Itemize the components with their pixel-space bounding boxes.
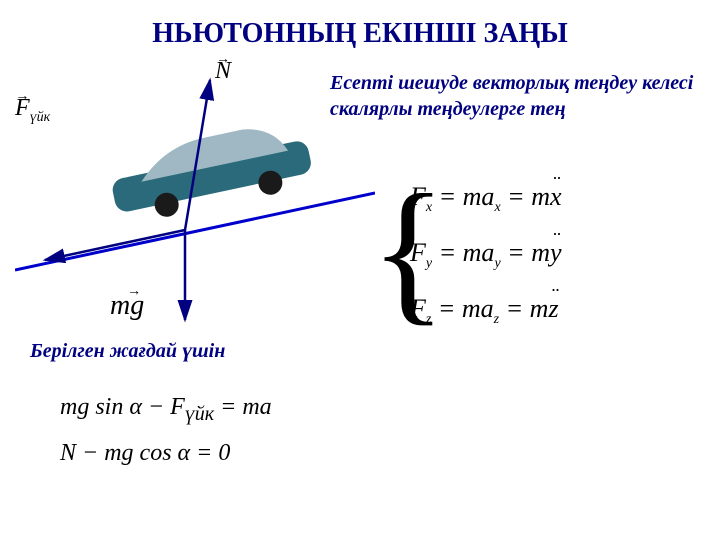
diagram-svg [15, 60, 375, 330]
equation-row: Fx = max = mx [410, 182, 700, 216]
car-icon [106, 117, 316, 227]
label-friction: → F үйк [15, 95, 50, 126]
scalar-equation: mg sin α − Fүйк = ma [60, 394, 272, 426]
case-label: Берілген жағдай үшін [30, 340, 225, 363]
scalar-equation: N − mg cos α = 0 [60, 440, 272, 467]
subtitle-text: Есепті шешуде векторлық теңдеу келесі ск… [330, 70, 700, 122]
label-normal: → N [215, 58, 231, 85]
incline-diagram: → F үйк → N → mg [15, 60, 375, 330]
equation-row: Fz = maz = mz [410, 294, 700, 328]
page-title: НЬЮТОННЫҢ ЕКІНШІ ЗАҢЫ [0, 18, 720, 50]
friction-sub: үйк [30, 110, 51, 125]
incline-line [15, 193, 375, 270]
equation-system: { Fx = max = mxFy = may = myFz = maz = m… [370, 160, 700, 351]
label-gravity: → mg [110, 290, 144, 322]
equation-row: Fy = may = my [410, 238, 700, 272]
vector-friction [45, 230, 185, 260]
scalar-equations: mg sin α − Fүйк = ma N − mg cos α = 0 [60, 380, 272, 481]
